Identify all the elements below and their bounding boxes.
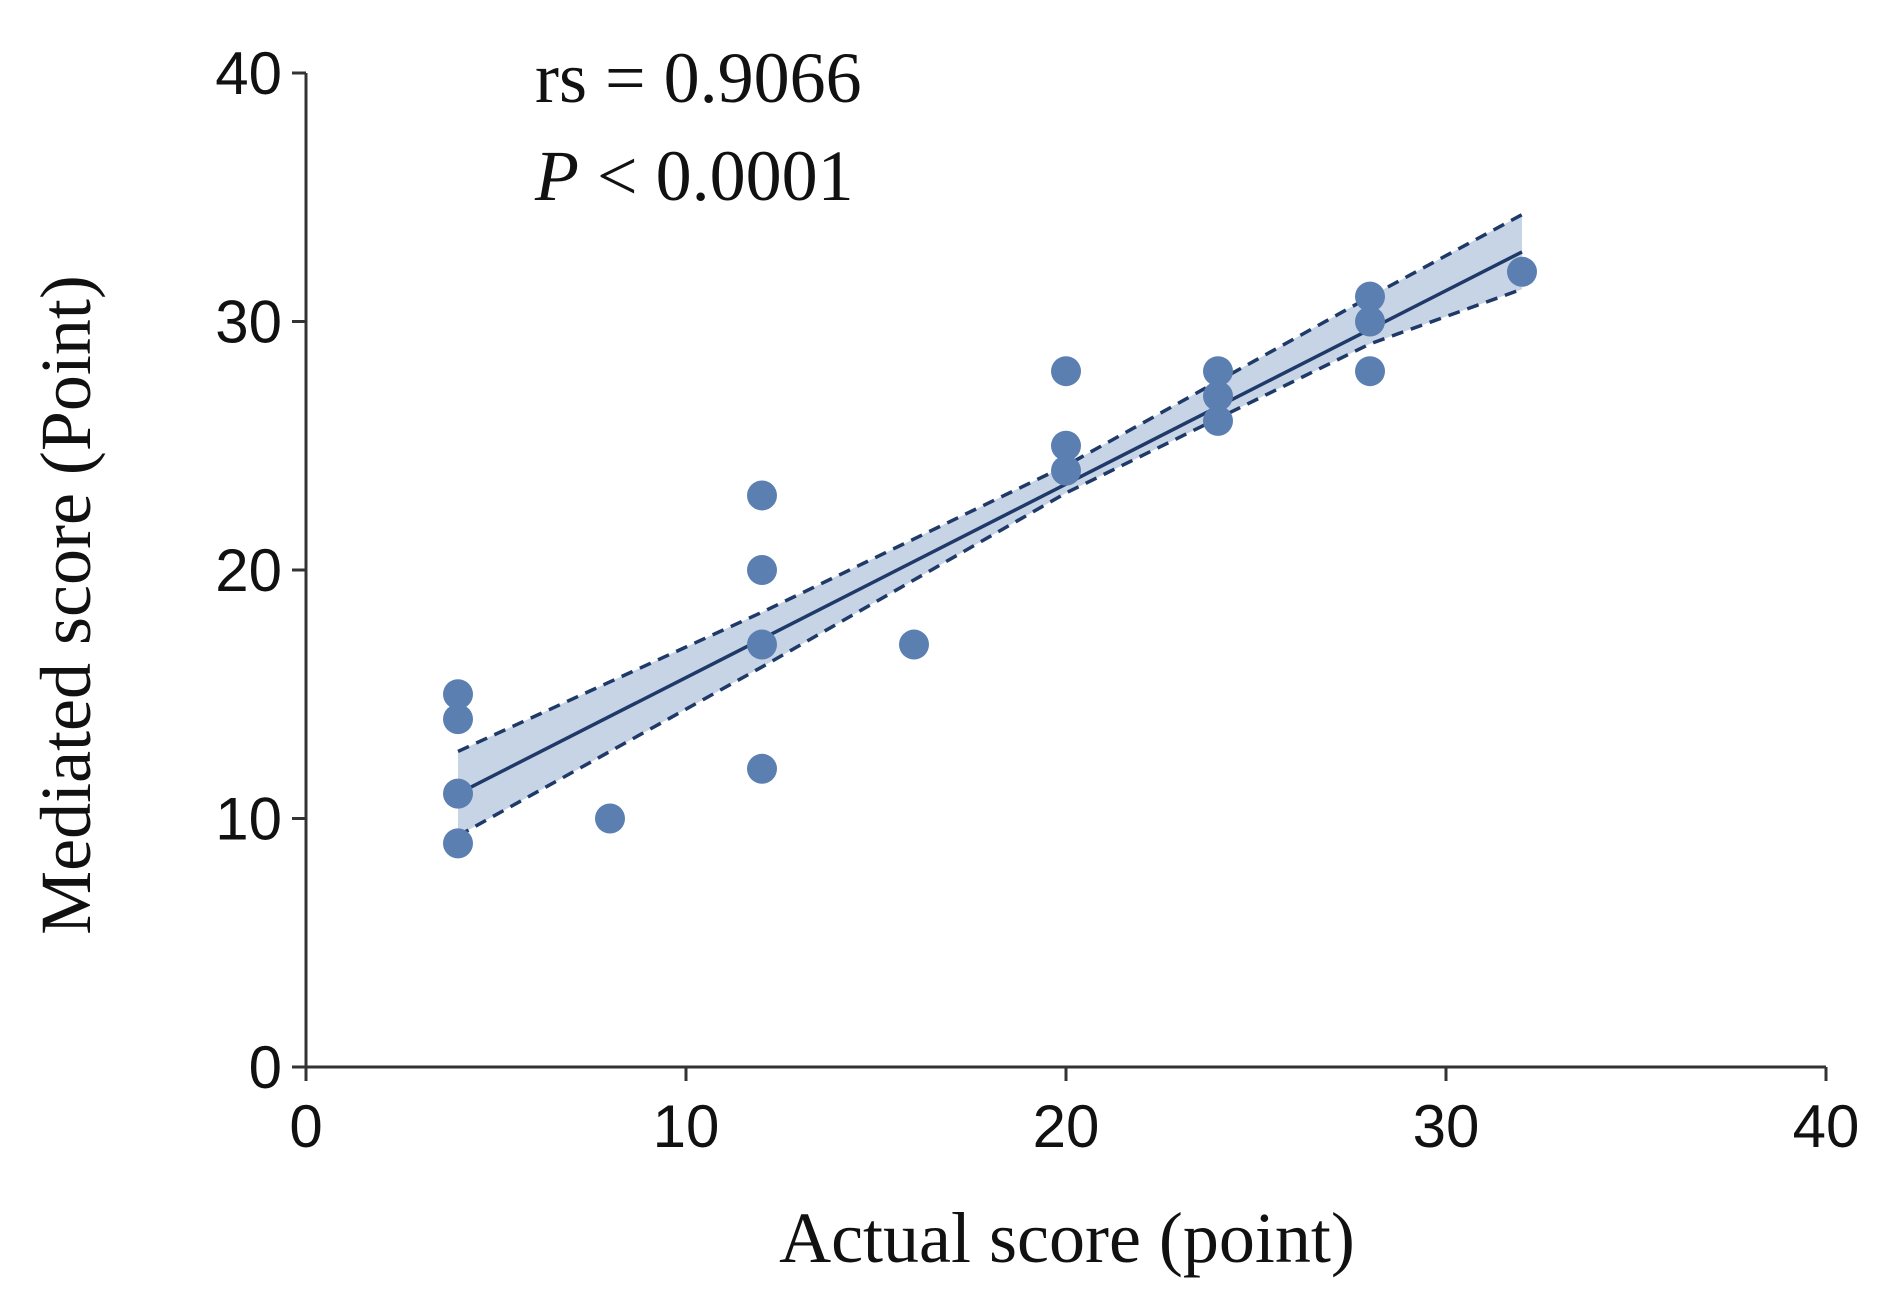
- data-point: [1507, 256, 1537, 287]
- x-tick-label: 0: [289, 1093, 322, 1160]
- data-point: [1355, 281, 1385, 312]
- y-tick-label: 20: [215, 537, 282, 604]
- y-tick-label: 0: [249, 1034, 282, 1101]
- annotation-p-value: P < 0.0001: [534, 136, 854, 216]
- data-point: [899, 629, 929, 660]
- data-point: [747, 753, 777, 784]
- data-point: [747, 629, 777, 660]
- data-point: [443, 679, 473, 710]
- data-point: [1051, 356, 1081, 387]
- x-tick-label: 20: [1033, 1093, 1100, 1160]
- axes: [304, 73, 1826, 1069]
- data-point: [747, 555, 777, 585]
- data-point: [1203, 356, 1233, 387]
- x-tick-label: 10: [653, 1093, 720, 1160]
- data-point: [1355, 306, 1385, 337]
- data-point: [1203, 405, 1233, 436]
- annotation-p-text: < 0.0001: [579, 136, 854, 216]
- x-tick-label: 30: [1413, 1093, 1480, 1160]
- data-point: [595, 803, 625, 834]
- data-point: [747, 480, 777, 511]
- data-point: [1051, 455, 1081, 486]
- data-point: [1051, 430, 1081, 461]
- y-axis-title: Mediated score (Point): [26, 275, 106, 935]
- regression-line: [457, 250, 1523, 796]
- data-point: [1203, 381, 1233, 412]
- data-points: [443, 256, 1537, 859]
- data-point: [1355, 356, 1385, 387]
- x-tick-label: 40: [1793, 1093, 1860, 1160]
- data-point: [443, 778, 473, 809]
- data-point: [443, 704, 473, 735]
- confidence-band-fill: [458, 214, 1522, 836]
- annotation-rs: rs = 0.9066: [535, 38, 862, 118]
- fit-line-layer: [457, 250, 1523, 796]
- annotation-p-symbol: P: [534, 136, 579, 216]
- y-tick-label: 40: [215, 40, 282, 107]
- y-tick-label: 30: [215, 289, 282, 356]
- x-axis-title: Actual score (point): [779, 1198, 1355, 1278]
- data-point: [443, 828, 473, 859]
- ticks: 0 10 20 30 40 0 10 20 30 40: [215, 40, 1859, 1160]
- lower-confidence-line: [457, 287, 1523, 838]
- y-tick-label: 10: [215, 786, 282, 853]
